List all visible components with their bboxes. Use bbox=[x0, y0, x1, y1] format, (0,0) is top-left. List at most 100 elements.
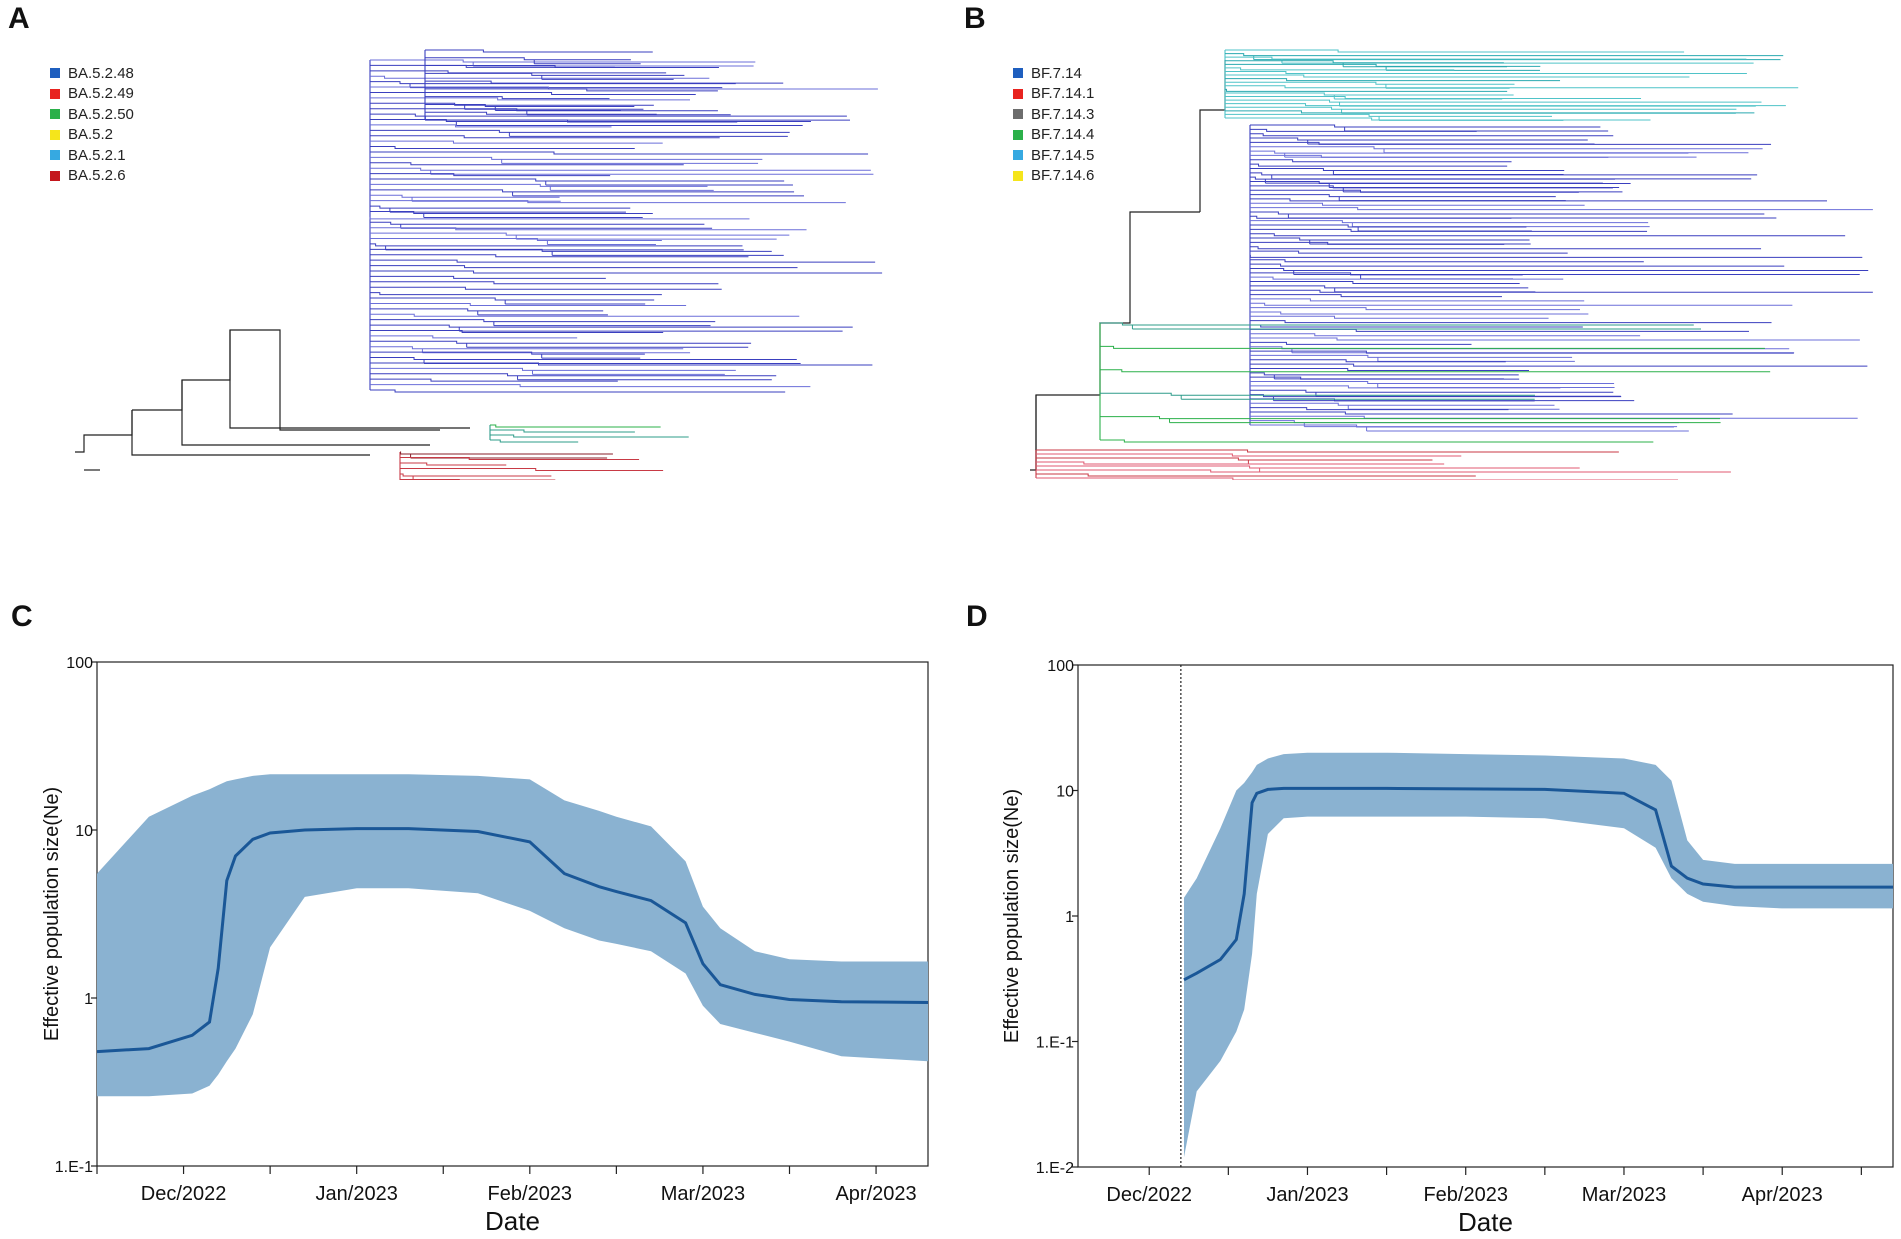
tree-branch bbox=[1250, 250, 1568, 254]
legend-item: BF.7.14.3 bbox=[1013, 104, 1094, 125]
tree-branch bbox=[370, 329, 664, 333]
legend-swatch bbox=[1013, 129, 1023, 140]
tree-branch bbox=[1250, 128, 1477, 132]
tree-branch bbox=[1225, 70, 1747, 74]
tree-branch bbox=[400, 457, 640, 460]
tree-branch bbox=[1250, 294, 1502, 298]
tree-branch bbox=[400, 473, 552, 477]
tree-branch bbox=[370, 275, 606, 279]
tree-branch bbox=[1225, 117, 1651, 121]
tree-branch bbox=[370, 75, 710, 79]
tree-branch bbox=[370, 146, 635, 150]
tree-branch bbox=[1250, 385, 1561, 389]
tree-branch bbox=[370, 324, 853, 328]
tree-branch bbox=[370, 178, 785, 182]
legend-item: BA.5.2.6 bbox=[50, 166, 134, 187]
tree-branch bbox=[370, 221, 705, 225]
tree-branch bbox=[370, 227, 807, 231]
tree-branch bbox=[1250, 372, 1519, 376]
legend-label: BA.5.2.6 bbox=[68, 167, 126, 185]
legend-label: BF.7.14.4 bbox=[1031, 126, 1095, 144]
legend-label: BF.7.14.3 bbox=[1031, 105, 1095, 123]
y-tick-label: 1 bbox=[1065, 909, 1074, 926]
tree-branch bbox=[490, 424, 661, 428]
tree-branch bbox=[1250, 207, 1873, 211]
legend-label: BA.5.2.50 bbox=[68, 105, 134, 123]
x-tick-label: Feb/2023 bbox=[488, 1183, 573, 1205]
tree-branch bbox=[425, 57, 631, 61]
tree-branch bbox=[1100, 369, 1771, 373]
x-tick-label: Dec/2022 bbox=[1106, 1184, 1192, 1206]
tree-branch bbox=[1250, 167, 1565, 171]
tree-branch bbox=[370, 335, 578, 339]
tree-branch bbox=[1225, 99, 1762, 103]
tree-branch bbox=[370, 156, 763, 160]
tree-branch bbox=[1250, 337, 1860, 341]
tree-branch bbox=[1250, 333, 1641, 337]
tree-branch bbox=[1225, 81, 1515, 85]
tree-branch bbox=[370, 373, 777, 377]
panel-d: D 1.E-2 1.E-1 1 10 100 Dec/2022 Jan/2023 Feb/20… bbox=[960, 600, 1901, 1239]
tree-branch bbox=[370, 91, 696, 95]
tree-branch bbox=[1250, 150, 1689, 154]
legend-item: BF.7.14.4 bbox=[1013, 125, 1094, 146]
y-axis-label: Effective population size(Ne) bbox=[41, 787, 63, 1041]
tree-branch bbox=[370, 162, 684, 166]
legend-item: BF.7.14.1 bbox=[1013, 84, 1094, 105]
tree-branch bbox=[1225, 78, 1561, 82]
x-tick-label: Apr/2023 bbox=[835, 1183, 916, 1205]
legend-label: BA.5.2.1 bbox=[68, 146, 126, 164]
tree-branch bbox=[1100, 322, 1694, 326]
tree-branch bbox=[370, 265, 798, 269]
legend-item: BA.5.2.1 bbox=[50, 145, 134, 166]
tree-branch bbox=[1250, 402, 1555, 406]
legend-label: BA.5.2 bbox=[68, 126, 114, 144]
x-tick-label: Apr/2023 bbox=[1742, 1184, 1823, 1206]
tree-branch bbox=[1250, 237, 1530, 241]
tree-branch bbox=[1250, 233, 1846, 237]
tree-branch bbox=[370, 210, 653, 214]
tree-branch bbox=[1250, 289, 1873, 293]
legend-swatch bbox=[50, 68, 60, 79]
tree-branch bbox=[490, 439, 579, 443]
x-tick-label: Dec/2022 bbox=[141, 1183, 227, 1205]
y-tick-label: 100 bbox=[1047, 658, 1074, 675]
tree-branch bbox=[1250, 124, 1601, 128]
tree-branch bbox=[1225, 113, 1552, 117]
x-axis-label: Date bbox=[1458, 1207, 1513, 1237]
tree-branch bbox=[425, 96, 610, 100]
panel-a: A BA.5.2.48 BA.5.2.49 BA.5.2.50 BA.5.2 BA.5.… bbox=[0, 0, 960, 480]
tree-branch bbox=[1250, 285, 1529, 289]
tree-branch bbox=[370, 64, 615, 68]
tree-branch bbox=[1036, 461, 1445, 465]
tree-branch bbox=[370, 281, 719, 285]
tree-branch bbox=[1225, 96, 1642, 100]
tree-branch bbox=[1250, 241, 1505, 245]
tree-branch bbox=[1250, 363, 1868, 367]
tree-backbone-branch bbox=[1199, 60, 1226, 212]
tree-branch bbox=[370, 367, 736, 371]
tree-branch bbox=[1250, 298, 1585, 302]
tree-branch bbox=[1225, 103, 1786, 107]
tree-branch bbox=[1036, 453, 1462, 457]
panel-c: C 1.E-1 1 10 100 Dec/2022 Jan/2023 Feb/2023 Mar… bbox=[0, 600, 960, 1239]
tree-branch bbox=[1250, 350, 1794, 354]
tree-branch bbox=[1250, 163, 1508, 167]
tree-branch bbox=[370, 270, 883, 274]
legend-label: BA.5.2.49 bbox=[68, 85, 134, 103]
tree-branch bbox=[1225, 88, 1508, 92]
legend-item: BF.7.14.5 bbox=[1013, 145, 1094, 166]
tree-branch bbox=[1250, 272, 1523, 276]
tree-backbone-branch bbox=[75, 410, 133, 453]
tree-branch bbox=[1250, 146, 1763, 150]
tree-branch bbox=[425, 72, 685, 76]
tree-branch bbox=[370, 286, 722, 290]
panel-a-letter: A bbox=[8, 2, 30, 35]
tree-branch bbox=[1250, 202, 1585, 206]
tree-branch bbox=[1225, 110, 1755, 114]
legend-item: BF.7.14.6 bbox=[1013, 166, 1094, 187]
tree-branch bbox=[370, 259, 876, 263]
tree-branch bbox=[1225, 63, 1541, 67]
tree-branch bbox=[1100, 416, 1721, 420]
tree-branch bbox=[370, 297, 655, 301]
